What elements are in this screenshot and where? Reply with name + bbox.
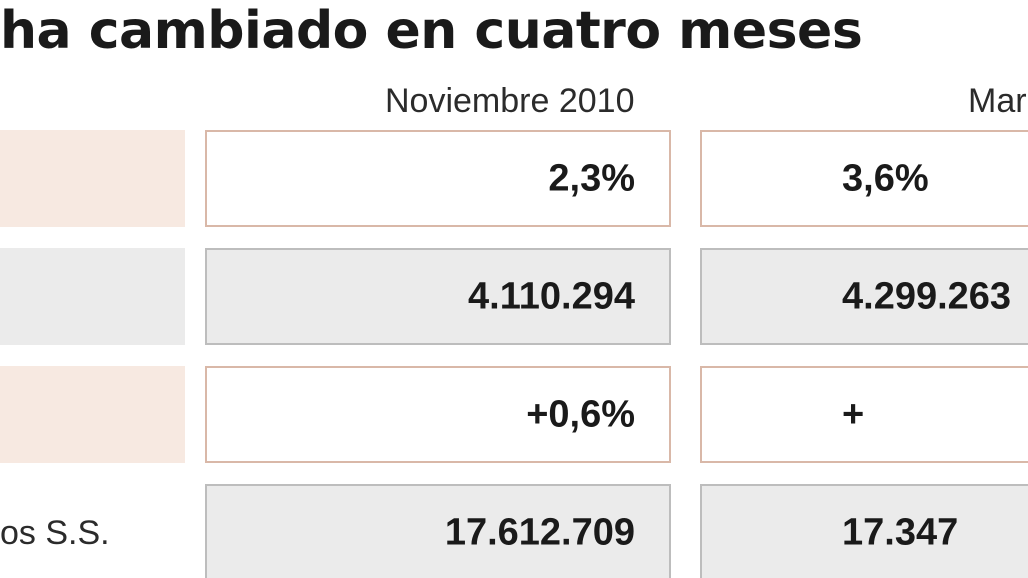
cell-value: +0,6% <box>526 393 635 435</box>
column-header-noviembre-2010: Noviembre 2010 <box>385 82 635 120</box>
row-label-cell <box>0 366 185 463</box>
column-header-marzo: Mar <box>968 82 1027 120</box>
table-cell: +0,6% <box>205 366 671 463</box>
table-cell: 4.299.263 <box>700 248 1028 345</box>
cell-value: 3,6% <box>842 157 929 199</box>
table-cell: 4.110.294 <box>205 248 671 345</box>
table-cell: 17.347 <box>700 484 1028 578</box>
cell-value: 2,3% <box>548 157 635 199</box>
row-label: os S.S. <box>0 514 110 552</box>
cell-value: 17.612.709 <box>444 511 635 553</box>
table-cell: 17.612.709 <box>205 484 671 578</box>
table-cell: 3,6% <box>700 130 1028 227</box>
page-title: ha cambiado en cuatro meses <box>0 1 863 61</box>
row-label-cell <box>0 130 185 227</box>
table-cell: + <box>700 366 1028 463</box>
cell-value: 4.110.294 <box>468 275 635 317</box>
cell-value: 17.347 <box>842 511 959 553</box>
row-label-cell <box>0 248 185 345</box>
table-cell: 2,3% <box>205 130 671 227</box>
cell-value: + <box>842 393 865 435</box>
cell-value: 4.299.263 <box>842 275 1012 317</box>
